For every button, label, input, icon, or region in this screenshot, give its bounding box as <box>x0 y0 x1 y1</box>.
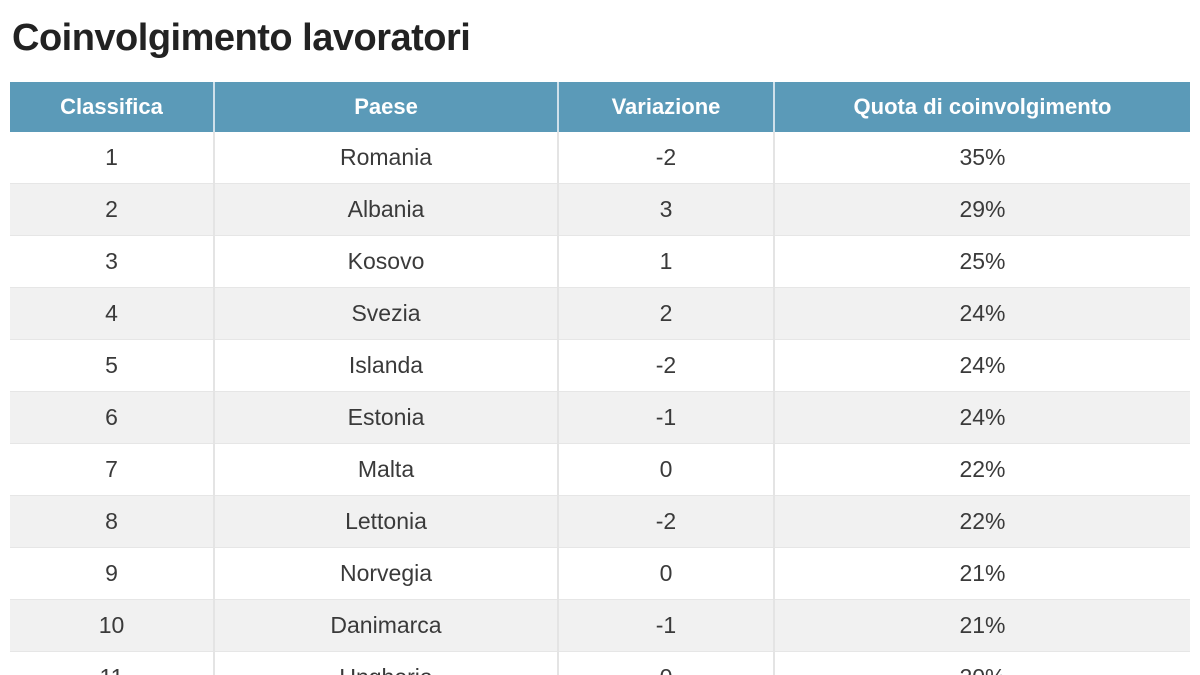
cell-country: Romania <box>214 132 559 184</box>
table-row: 10 Danimarca -1 21% <box>10 599 1190 652</box>
cell-share: 24% <box>774 339 1190 392</box>
column-header-paese: Paese <box>214 82 559 132</box>
cell-change: 1 <box>558 235 775 288</box>
table-row: 4 Svezia 2 24% <box>10 287 1190 340</box>
table-row: 9 Norvegia 0 21% <box>10 547 1190 600</box>
table-row: 6 Estonia -1 24% <box>10 391 1190 444</box>
table-container: Classifica Paese Variazione Quota di coi… <box>10 82 1190 675</box>
table-row: 5 Islanda -2 24% <box>10 339 1190 392</box>
cell-country: Danimarca <box>214 599 559 652</box>
cell-country: Albania <box>214 183 559 236</box>
column-header-classifica: Classifica <box>10 82 215 132</box>
cell-share: 22% <box>774 443 1190 496</box>
cell-rank: 1 <box>10 132 215 184</box>
cell-share: 22% <box>774 495 1190 548</box>
header-row: Classifica Paese Variazione Quota di coi… <box>10 82 1190 132</box>
cell-share: 24% <box>774 287 1190 340</box>
cell-change: -1 <box>558 599 775 652</box>
cell-rank: 2 <box>10 183 215 236</box>
cell-country: Norvegia <box>214 547 559 600</box>
cell-share: 21% <box>774 547 1190 600</box>
column-header-variazione: Variazione <box>558 82 775 132</box>
cell-rank: 5 <box>10 339 215 392</box>
cell-change: -1 <box>558 391 775 444</box>
table-body: 1 Romania -2 35% 2 Albania 3 29% 3 Kosovo 1 25% 4 Sve… <box>10 132 1190 675</box>
table-row: 2 Albania 3 29% <box>10 183 1190 236</box>
cell-change: -2 <box>558 495 775 548</box>
table-row: 3 Kosovo 1 25% <box>10 235 1190 288</box>
cell-share: 35% <box>774 132 1190 184</box>
cell-rank: 11 <box>10 651 215 675</box>
cell-change: 3 <box>558 183 775 236</box>
cell-change: -2 <box>558 132 775 184</box>
cell-share: 21% <box>774 599 1190 652</box>
cell-change: 0 <box>558 651 775 675</box>
cell-country: Islanda <box>214 339 559 392</box>
cell-share: 29% <box>774 183 1190 236</box>
cell-rank: 8 <box>10 495 215 548</box>
page-title: Coinvolgimento lavoratori <box>12 17 471 59</box>
cell-rank: 6 <box>10 391 215 444</box>
cell-country: Malta <box>214 443 559 496</box>
cell-change: 0 <box>558 443 775 496</box>
table-row: 7 Malta 0 22% <box>10 443 1190 496</box>
cell-country: Lettonia <box>214 495 559 548</box>
table-header: Classifica Paese Variazione Quota di coi… <box>10 82 1190 132</box>
column-header-quota: Quota di coinvolgimento <box>774 82 1190 132</box>
data-table: Classifica Paese Variazione Quota di coi… <box>10 82 1190 675</box>
table-row: 8 Lettonia -2 22% <box>10 495 1190 548</box>
cell-share: 24% <box>774 391 1190 444</box>
cell-share: 25% <box>774 235 1190 288</box>
cell-country: Kosovo <box>214 235 559 288</box>
cell-change: -2 <box>558 339 775 392</box>
table-row: 1 Romania -2 35% <box>10 132 1190 184</box>
cell-rank: 3 <box>10 235 215 288</box>
cell-share: 20% <box>774 651 1190 675</box>
cell-change: 0 <box>558 547 775 600</box>
table-row: 11Ungheria020% <box>10 651 1190 675</box>
cell-rank: 9 <box>10 547 215 600</box>
cell-rank: 10 <box>10 599 215 652</box>
cell-country: Estonia <box>214 391 559 444</box>
cell-rank: 7 <box>10 443 215 496</box>
cell-country: Ungheria <box>214 651 559 675</box>
cell-change: 2 <box>558 287 775 340</box>
cell-rank: 4 <box>10 287 215 340</box>
cell-country: Svezia <box>214 287 559 340</box>
